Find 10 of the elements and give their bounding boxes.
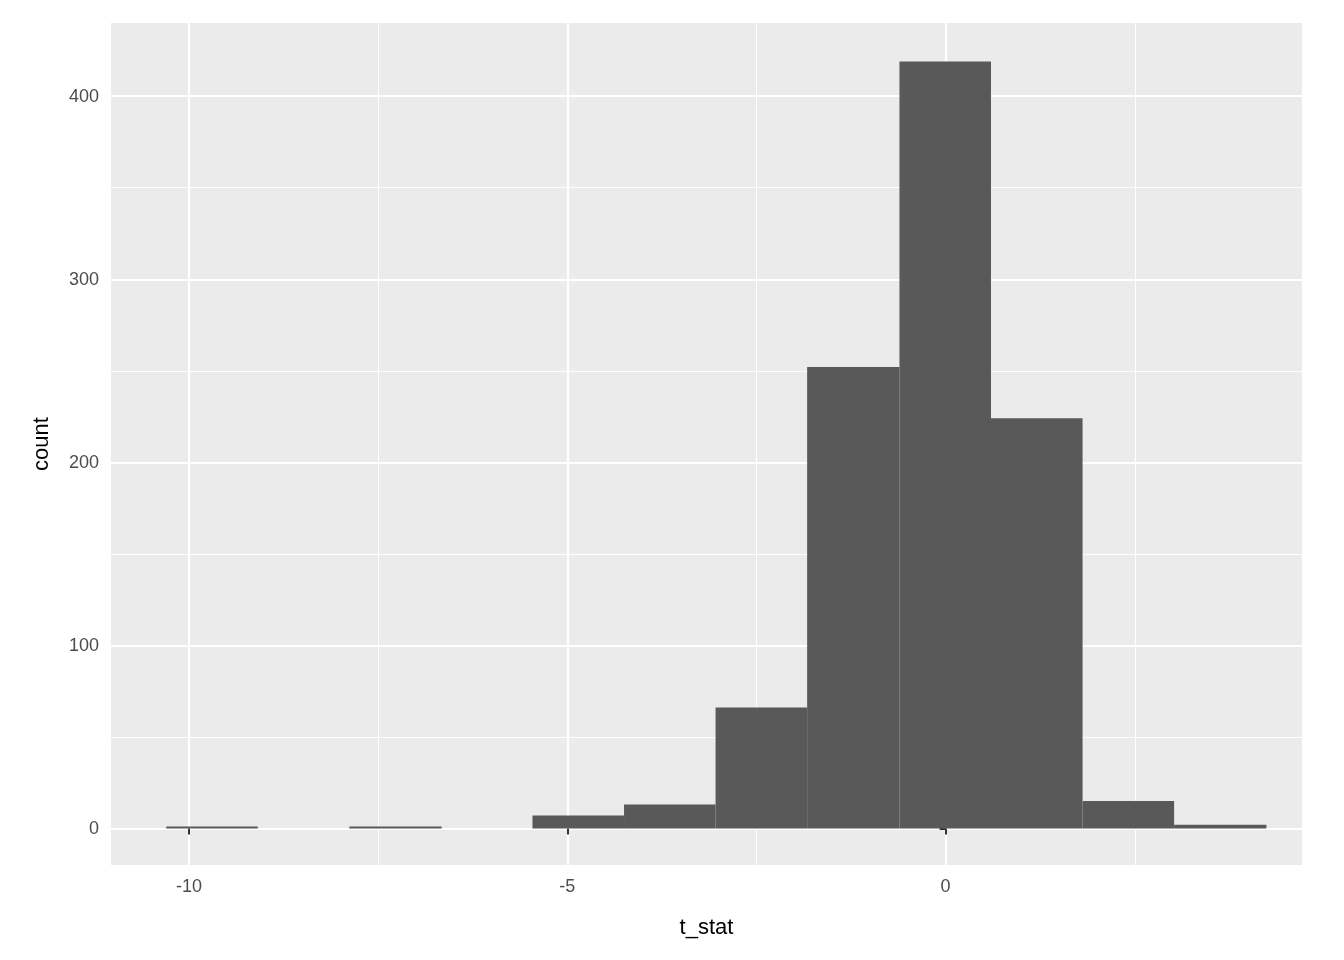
- x-tick-label: 0: [940, 876, 951, 896]
- y-tick-label: 100: [68, 635, 99, 656]
- y-tick-label: 300: [68, 269, 99, 290]
- y-axis-title: count: [27, 417, 53, 471]
- y-tick-label: 400: [68, 86, 99, 107]
- x-tick-label: -5: [559, 876, 576, 896]
- x-tick-label: -10: [175, 876, 202, 896]
- x-axis-title: t_stat: [679, 913, 734, 939]
- y-tick-label: 0: [88, 818, 99, 839]
- y-tick-label: 200: [68, 452, 99, 473]
